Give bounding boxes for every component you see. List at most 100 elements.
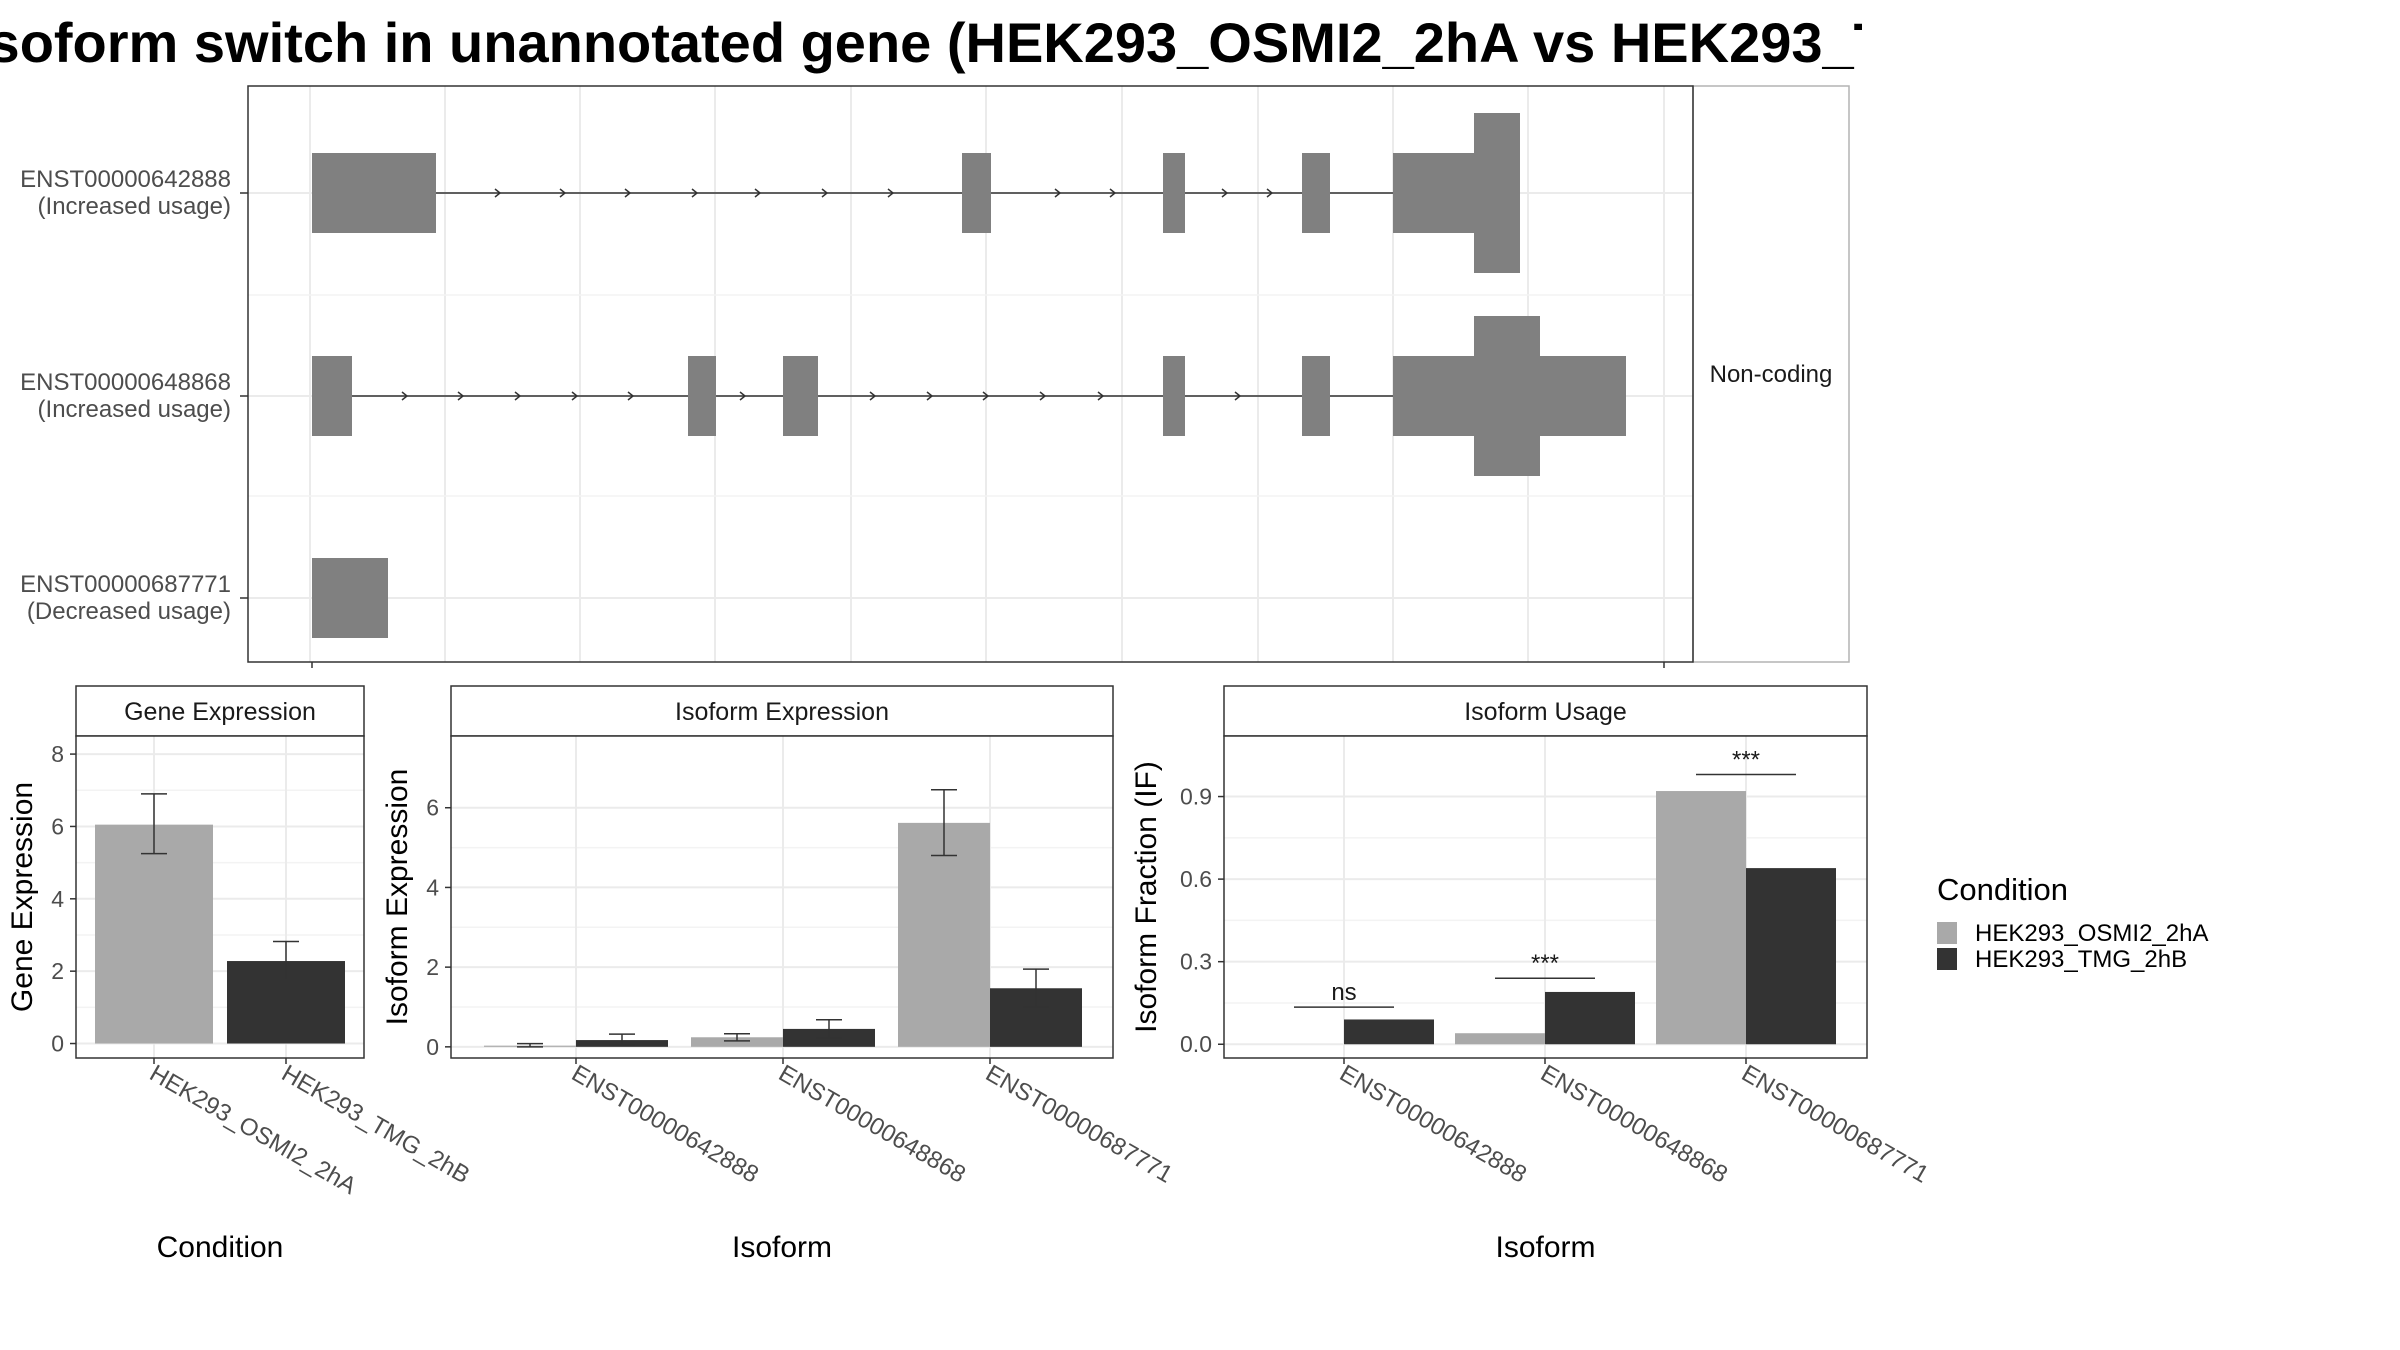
structure-border (247, 85, 1694, 663)
intron-arrow (571, 391, 579, 401)
exon (312, 558, 388, 638)
y-tick-label: 0 (426, 1034, 439, 1060)
intron-arrow (869, 391, 877, 401)
exon (1393, 153, 1474, 233)
exon (962, 153, 991, 233)
isoform-label-id: ENST00000648868 (20, 369, 231, 396)
isoform-label-usage: (Increased usage) (38, 396, 231, 423)
intron-arrow (559, 188, 567, 198)
bar (1656, 791, 1746, 1045)
x-tick-label: ENST00000687771 (1737, 1060, 1933, 1189)
panel-strip-title: Isoform Expression (675, 698, 889, 726)
structure-strip (1692, 85, 1850, 663)
intron-arrow (1039, 391, 1047, 401)
y-axis-title: Gene Expression (6, 782, 39, 1012)
isoform-track-ENST00000642888 (312, 113, 1520, 273)
exon (1474, 113, 1520, 273)
isoform-label-id: ENST00000687771 (20, 571, 231, 598)
exon (783, 356, 818, 436)
intron-arrow (754, 188, 762, 198)
x-axis-title: Condition (157, 1231, 284, 1264)
bar (95, 824, 213, 1044)
x-tick-label: ENST00000687771 (981, 1060, 1177, 1189)
intron-arrow (926, 391, 934, 401)
exon (1302, 356, 1330, 436)
y-tick-label: 0.9 (1180, 784, 1212, 810)
y-tick-label: 0 (51, 1031, 64, 1057)
intron-arrow (691, 188, 699, 198)
y-tick-label: 4 (51, 886, 64, 912)
y-tick-label: 0.0 (1180, 1031, 1212, 1057)
legend-title: Condition (1937, 872, 2068, 907)
isoform-label-id: ENST00000642888 (20, 166, 231, 193)
y-tick-label: 0.3 (1180, 949, 1212, 975)
x-tick-label: ENST00000648868 (774, 1060, 970, 1189)
intron-arrow (1266, 188, 1274, 198)
figure-title-text: Isoform switch in unannotated gene (HEK2… (0, 11, 1862, 74)
intron-arrow (1054, 188, 1062, 198)
significance-label: *** (1531, 950, 1559, 977)
panel-border (450, 735, 1114, 1059)
panel-strip (75, 685, 365, 737)
intron-arrow (627, 391, 635, 401)
figure-title: Isoform switch in unannotated gene (HEK2… (0, 8, 1862, 78)
bar (691, 1037, 783, 1047)
exon (1163, 356, 1185, 436)
legend-key (1937, 922, 1957, 944)
x-axis-title: Isoform (732, 1231, 832, 1264)
isoform-label-usage: (Decreased usage) (27, 598, 231, 625)
legend-key (1937, 948, 1957, 970)
intron-arrow (1109, 188, 1117, 198)
significance-label: ns (1331, 979, 1356, 1006)
strip-label: Non-coding (1710, 361, 1833, 388)
y-tick-label: 6 (51, 813, 64, 839)
bar (1455, 1033, 1545, 1045)
panel-strip-title: Isoform Usage (1464, 698, 1627, 726)
intron-arrow (624, 188, 632, 198)
legend-label: HEK293_OSMI2_2hA (1975, 920, 2208, 947)
y-tick-label: 2 (51, 958, 64, 984)
intron-arrow (457, 391, 465, 401)
legend-label: HEK293_TMG_2hB (1975, 946, 2187, 973)
y-tick-label: 6 (426, 795, 439, 821)
intron-arrow (739, 391, 747, 401)
bar (1746, 868, 1836, 1045)
intron-arrow (401, 391, 409, 401)
exon (1163, 153, 1185, 233)
isoform-label-usage: (Increased usage) (38, 193, 231, 220)
y-axis-title: Isoform Fraction (IF) (1130, 761, 1163, 1033)
y-tick-label: 4 (426, 874, 439, 900)
exon (1302, 153, 1330, 233)
bar (898, 822, 990, 1047)
intron-arrow (514, 391, 522, 401)
intron-arrow (887, 188, 895, 198)
intron-arrow (1234, 391, 1242, 401)
y-axis-title: Isoform Expression (381, 769, 414, 1026)
significance-label: *** (1732, 747, 1760, 774)
panel-strip-title: Gene Expression (124, 698, 316, 726)
y-tick-label: 8 (51, 741, 64, 767)
intron-arrow (1097, 391, 1105, 401)
exon (1393, 356, 1474, 436)
isoform-track-ENST00000687771 (312, 558, 388, 638)
isoform-track-ENST00000648868 (312, 316, 1626, 476)
intron-arrow (1221, 188, 1229, 198)
y-tick-label: 0.6 (1180, 866, 1212, 892)
exon (1540, 356, 1626, 436)
x-tick-label: ENST00000642888 (1335, 1060, 1531, 1189)
x-tick-label: ENST00000648868 (1536, 1060, 1732, 1189)
panel-border (75, 735, 365, 1059)
y-tick-label: 2 (426, 954, 439, 980)
exon (312, 356, 352, 436)
bar (1545, 991, 1635, 1045)
intron-arrow (494, 188, 502, 198)
isoform-usage-panel: Isoform Usage 0.0 0.3 0.6 0.9 ns *** *** ENST000… (1130, 685, 1933, 1264)
intron-arrow (982, 391, 990, 401)
x-tick-label: ENST00000642888 (567, 1060, 763, 1189)
intron-arrow (821, 188, 829, 198)
exon (688, 356, 716, 436)
